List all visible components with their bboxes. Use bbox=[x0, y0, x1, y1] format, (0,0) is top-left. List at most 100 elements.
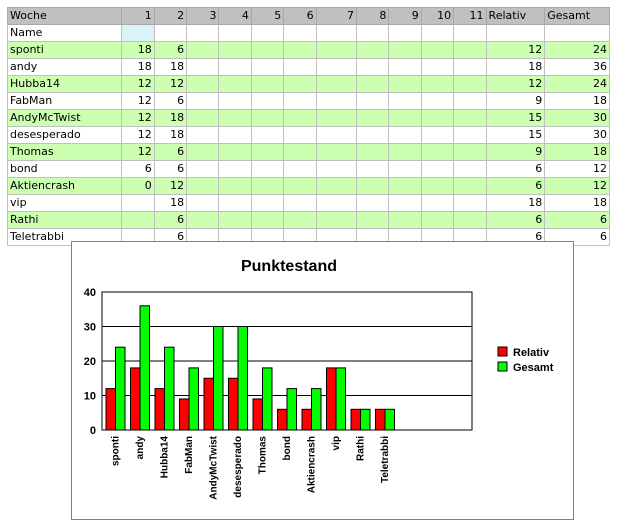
table-cell[interactable] bbox=[250, 126, 285, 144]
table-cell[interactable] bbox=[453, 75, 487, 93]
table-cell[interactable] bbox=[218, 143, 252, 161]
table-cell[interactable]: 18 bbox=[153, 194, 188, 212]
table-cell[interactable] bbox=[283, 75, 317, 93]
table-cell[interactable] bbox=[218, 109, 252, 127]
table-cell[interactable] bbox=[283, 126, 317, 144]
table-cell[interactable] bbox=[186, 143, 220, 161]
player-name-cell[interactable]: vip bbox=[6, 194, 123, 212]
table-cell[interactable] bbox=[218, 24, 252, 42]
table-cell[interactable]: 6 bbox=[153, 211, 188, 229]
table-cell[interactable] bbox=[186, 177, 220, 195]
table-cell[interactable] bbox=[356, 109, 390, 127]
table-cell[interactable] bbox=[250, 160, 285, 178]
table-cell[interactable] bbox=[315, 75, 358, 93]
table-cell[interactable]: 24 bbox=[544, 75, 610, 93]
column-header[interactable]: Woche bbox=[6, 7, 123, 25]
table-cell[interactable]: 15 bbox=[485, 109, 546, 127]
column-header[interactable]: 10 bbox=[420, 7, 455, 25]
table-cell[interactable] bbox=[250, 109, 285, 127]
player-name-cell[interactable]: AndyMcTwist bbox=[6, 109, 123, 127]
column-header[interactable]: 11 bbox=[453, 7, 487, 25]
table-cell[interactable]: 12 bbox=[485, 41, 546, 59]
table-cell[interactable]: 6 bbox=[153, 92, 188, 110]
table-cell[interactable] bbox=[388, 160, 422, 178]
table-cell[interactable]: 15 bbox=[485, 126, 546, 144]
table-cell[interactable]: 6 bbox=[485, 160, 546, 178]
table-cell[interactable] bbox=[250, 75, 285, 93]
table-cell[interactable] bbox=[315, 41, 358, 59]
table-cell[interactable] bbox=[356, 143, 390, 161]
table-cell[interactable]: 30 bbox=[544, 109, 610, 127]
table-cell[interactable] bbox=[283, 194, 317, 212]
table-cell[interactable]: 12 bbox=[121, 75, 155, 93]
table-cell[interactable] bbox=[388, 41, 422, 59]
table-cell[interactable]: 18 bbox=[485, 58, 546, 76]
table-cell[interactable]: 18 bbox=[153, 126, 188, 144]
table-cell[interactable]: 12 bbox=[121, 92, 155, 110]
table-cell[interactable]: 0 bbox=[121, 177, 155, 195]
table-cell[interactable] bbox=[186, 75, 220, 93]
column-header[interactable]: 8 bbox=[356, 7, 390, 25]
table-cell[interactable] bbox=[315, 24, 358, 42]
table-cell[interactable] bbox=[186, 194, 220, 212]
table-cell[interactable]: 6 bbox=[153, 143, 188, 161]
table-cell[interactable] bbox=[315, 58, 358, 76]
table-cell[interactable] bbox=[356, 177, 390, 195]
table-cell[interactable] bbox=[356, 92, 390, 110]
table-cell[interactable]: 12 bbox=[121, 143, 155, 161]
table-cell[interactable] bbox=[250, 194, 285, 212]
table-cell[interactable]: 18 bbox=[153, 109, 188, 127]
table-cell[interactable] bbox=[544, 24, 610, 42]
table-cell[interactable] bbox=[388, 143, 422, 161]
table-cell[interactable]: 18 bbox=[544, 143, 610, 161]
table-cell[interactable]: 6 bbox=[485, 211, 546, 229]
table-cell[interactable] bbox=[420, 177, 455, 195]
table-cell[interactable] bbox=[388, 75, 422, 93]
table-cell[interactable] bbox=[356, 126, 390, 144]
table-cell[interactable] bbox=[356, 211, 390, 229]
table-cell[interactable] bbox=[420, 24, 455, 42]
table-cell[interactable] bbox=[250, 41, 285, 59]
table-cell[interactable] bbox=[283, 58, 317, 76]
table-cell[interactable] bbox=[388, 211, 422, 229]
table-cell[interactable] bbox=[250, 211, 285, 229]
table-cell[interactable]: 12 bbox=[485, 75, 546, 93]
table-cell[interactable] bbox=[388, 109, 422, 127]
table-cell[interactable] bbox=[356, 75, 390, 93]
table-cell[interactable]: 18 bbox=[153, 58, 188, 76]
table-cell[interactable] bbox=[283, 92, 317, 110]
table-cell[interactable] bbox=[218, 177, 252, 195]
table-cell[interactable] bbox=[388, 92, 422, 110]
table-cell[interactable] bbox=[186, 160, 220, 178]
player-name-cell[interactable]: Aktiencrash bbox=[6, 177, 123, 195]
table-cell[interactable] bbox=[283, 211, 317, 229]
table-cell[interactable] bbox=[250, 92, 285, 110]
table-cell[interactable] bbox=[453, 143, 487, 161]
table-cell[interactable]: 18 bbox=[544, 194, 610, 212]
table-cell[interactable]: 24 bbox=[544, 41, 610, 59]
table-cell[interactable] bbox=[453, 58, 487, 76]
table-cell[interactable] bbox=[388, 126, 422, 144]
column-header[interactable]: 6 bbox=[283, 7, 317, 25]
table-cell[interactable] bbox=[420, 160, 455, 178]
table-cell[interactable] bbox=[356, 160, 390, 178]
table-cell[interactable] bbox=[388, 24, 422, 42]
column-header[interactable]: 4 bbox=[218, 7, 252, 25]
table-cell[interactable]: 30 bbox=[544, 126, 610, 144]
player-name-cell[interactable]: FabMan bbox=[6, 92, 123, 110]
table-cell[interactable] bbox=[315, 92, 358, 110]
table-cell[interactable] bbox=[356, 58, 390, 76]
table-cell[interactable] bbox=[356, 194, 390, 212]
table-cell[interactable] bbox=[121, 24, 155, 42]
table-cell[interactable] bbox=[121, 211, 155, 229]
table-cell[interactable] bbox=[420, 126, 455, 144]
table-cell[interactable] bbox=[186, 58, 220, 76]
table-cell[interactable]: 6 bbox=[153, 160, 188, 178]
column-header[interactable]: 3 bbox=[186, 7, 220, 25]
name-label-cell[interactable]: Name bbox=[6, 24, 123, 42]
table-cell[interactable]: 36 bbox=[544, 58, 610, 76]
table-cell[interactable]: 18 bbox=[121, 58, 155, 76]
table-cell[interactable] bbox=[186, 126, 220, 144]
table-cell[interactable] bbox=[315, 160, 358, 178]
table-cell[interactable]: 12 bbox=[153, 177, 188, 195]
